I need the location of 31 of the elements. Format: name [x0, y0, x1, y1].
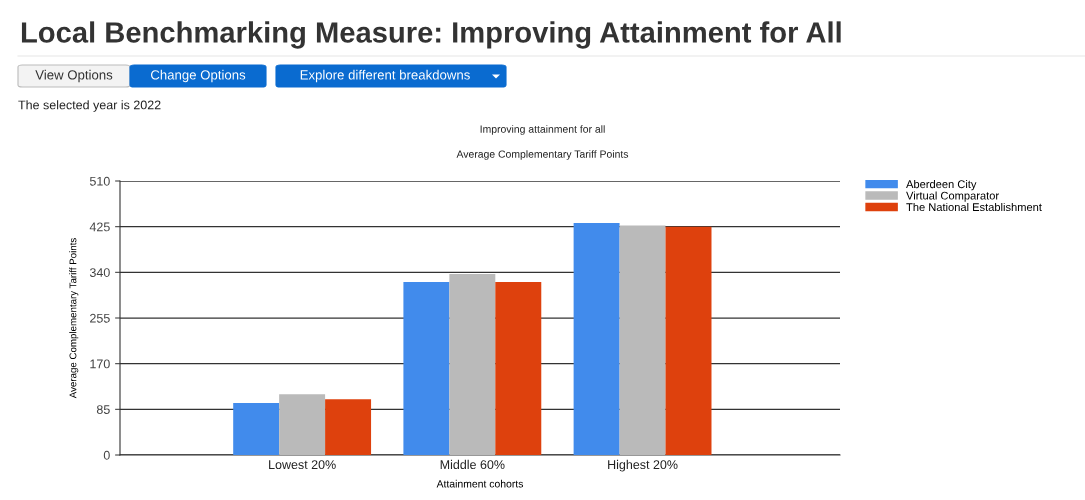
text: Average Complementary Tariff Points: [456, 150, 629, 160]
bar: [619, 225, 666, 455]
text: Explore different breakdowns: [300, 69, 470, 83]
bar: [573, 222, 620, 455]
bar: [403, 282, 450, 455]
y-tick-label: 170: [90, 359, 110, 369]
y-tick-label: 340: [89, 268, 110, 277]
x-tick-label: Highest 20%: [608, 459, 678, 472]
bar: [495, 282, 542, 455]
y-tick-label: 85: [96, 405, 110, 414]
bar: [325, 399, 372, 455]
bar: [233, 402, 280, 455]
legend-label: Aberdeen City: [906, 179, 977, 191]
y-tick-label: 0: [103, 450, 110, 460]
bar: [449, 273, 496, 455]
text: Change Options: [150, 69, 246, 83]
bar: [665, 226, 712, 455]
legend-label: Virtual Comparator: [906, 191, 999, 202]
x-tick-label: Middle 60%: [440, 459, 505, 470]
y-tick-label: 425: [89, 222, 110, 232]
y-axis-title: Average Complementary Tariff Points: [69, 238, 79, 399]
text: View Options: [35, 69, 113, 83]
text: The selected year is 2022: [18, 100, 161, 112]
y-tick-label: 255: [90, 313, 110, 323]
legend-label: The National Establishment: [906, 202, 1042, 212]
y-tick-label: 510: [89, 176, 110, 186]
chart-title: Local Benchmarking Measure: Improving Attainment for All: [21, 21, 841, 49]
bar: [279, 394, 326, 455]
x-axis-title: Attainment cohorts: [436, 479, 524, 488]
x-tick-label: Lowest 20%: [269, 460, 336, 470]
chart-subtitle: Improving attainment for all: [480, 125, 605, 135]
